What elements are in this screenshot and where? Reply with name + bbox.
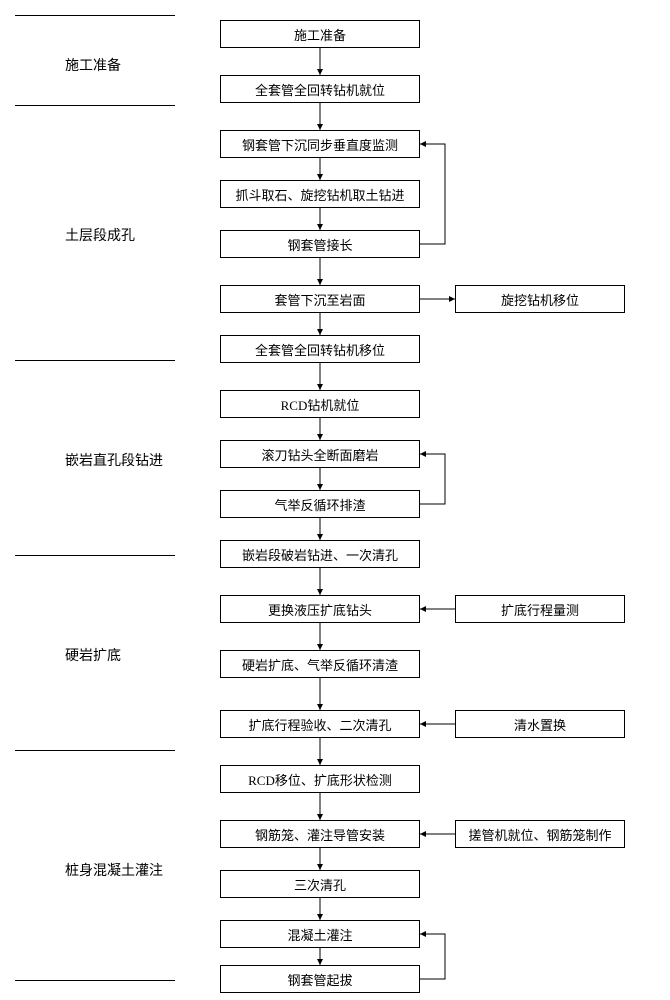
- stage-divider: [15, 105, 175, 106]
- flow-node: 扩底行程验收、二次清孔: [220, 710, 420, 738]
- flow-node: 滚刀钻头全断面磨岩: [220, 440, 420, 468]
- stage-label: 桩身混凝土灌注: [65, 860, 163, 880]
- flow-node: 套管下沉至岩面: [220, 285, 420, 313]
- flow-node: 清水置换: [455, 710, 625, 738]
- flow-node: 旋挖钻机移位: [455, 285, 625, 313]
- stage-label: 土层段成孔: [65, 225, 135, 245]
- stage-label: 嵌岩直孔段钻进: [65, 450, 163, 470]
- flow-node: 钢套管接长: [220, 230, 420, 258]
- stage-divider: [15, 360, 175, 361]
- flow-node: 全套管全回转钻机移位: [220, 335, 420, 363]
- flow-node: 搓管机就位、钢筋笼制作: [455, 820, 625, 848]
- flow-node: 钢套管下沉同步垂直度监测: [220, 130, 420, 158]
- flowchart-canvas: 施工准备土层段成孔嵌岩直孔段钻进硬岩扩底桩身混凝土灌注施工准备全套管全回转钻机就…: [0, 0, 670, 1000]
- flow-node: 钢套管起拔: [220, 965, 420, 993]
- stage-divider: [15, 750, 175, 751]
- flow-node: 气举反循环排渣: [220, 490, 420, 518]
- flow-node: RCD钻机就位: [220, 390, 420, 418]
- flow-node: 硬岩扩底、气举反循环清渣: [220, 650, 420, 678]
- flow-node: 抓斗取石、旋挖钻机取土钻进: [220, 180, 420, 208]
- flow-node: 更换液压扩底钻头: [220, 595, 420, 623]
- stage-divider: [15, 980, 175, 981]
- stage-label: 施工准备: [65, 55, 121, 75]
- flow-node: 全套管全回转钻机就位: [220, 75, 420, 103]
- stage-divider: [15, 555, 175, 556]
- stage-divider: [15, 15, 175, 16]
- flow-node: 混凝土灌注: [220, 920, 420, 948]
- flow-node: 扩底行程量测: [455, 595, 625, 623]
- flow-node: 施工准备: [220, 20, 420, 48]
- flow-node: 三次清孔: [220, 870, 420, 898]
- stage-label: 硬岩扩底: [65, 645, 121, 665]
- flow-node: 钢筋笼、灌注导管安装: [220, 820, 420, 848]
- flow-node: 嵌岩段破岩钻进、一次清孔: [220, 540, 420, 568]
- flow-node: RCD移位、扩底形状检测: [220, 765, 420, 793]
